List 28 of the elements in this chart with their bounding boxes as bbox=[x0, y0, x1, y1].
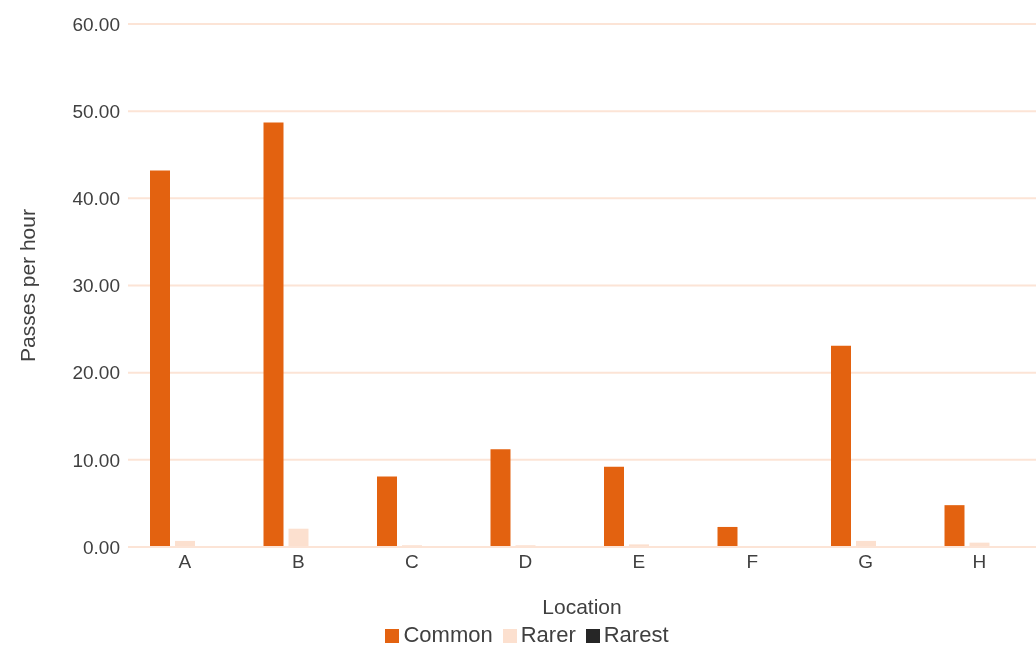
x-tick-label: H bbox=[972, 551, 987, 573]
bar bbox=[604, 466, 624, 547]
y-tick-label: 20.00 bbox=[72, 362, 120, 384]
legend-label: Rarest bbox=[603, 622, 669, 647]
legend-label: Common bbox=[403, 622, 493, 647]
x-tick-label: D bbox=[518, 551, 533, 573]
bar bbox=[377, 476, 397, 547]
bar bbox=[490, 449, 511, 547]
x-axis-title: Location bbox=[542, 595, 622, 618]
bar bbox=[944, 505, 965, 547]
bar bbox=[150, 170, 170, 547]
y-tick-label: 60.00 bbox=[72, 13, 120, 35]
y-axis-title: Passes per hour bbox=[16, 209, 40, 362]
x-tick-label: A bbox=[178, 551, 192, 573]
y-tick-label: 0.00 bbox=[83, 536, 120, 558]
x-tick-label: C bbox=[404, 551, 419, 573]
legend-label: Rarer bbox=[520, 622, 576, 647]
x-tick-label: F bbox=[746, 551, 759, 573]
y-tick-label: 50.00 bbox=[72, 100, 120, 122]
x-tick-label: E bbox=[632, 551, 646, 573]
x-tick-label: G bbox=[858, 551, 874, 573]
bar bbox=[263, 122, 284, 547]
y-tick-label: 40.00 bbox=[72, 188, 120, 210]
bar bbox=[831, 345, 851, 547]
bar bbox=[717, 526, 738, 547]
y-tick-label: 30.00 bbox=[72, 275, 120, 297]
x-tick-label: B bbox=[291, 551, 305, 573]
y-tick-label: 10.00 bbox=[72, 449, 120, 471]
